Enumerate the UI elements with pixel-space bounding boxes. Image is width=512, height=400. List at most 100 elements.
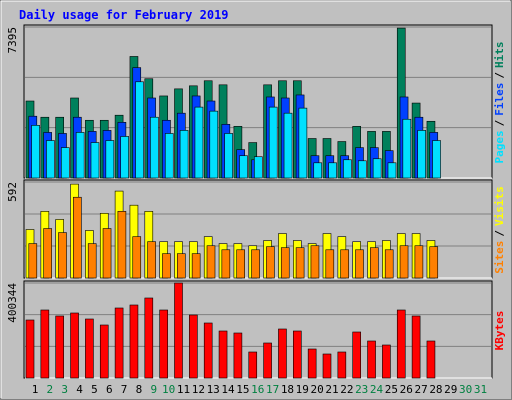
- x-tick-label: 27: [414, 383, 427, 396]
- bar: [102, 228, 112, 279]
- x-tick-label: 20: [311, 383, 324, 396]
- bar: [132, 236, 142, 279]
- legend: Pages / Files / Hits: [493, 42, 506, 164]
- legend-separator: /: [493, 230, 506, 237]
- bar: [55, 315, 65, 379]
- bar: [164, 133, 174, 179]
- legend-entry: Files: [493, 83, 506, 116]
- legend-entry: KBytes: [493, 311, 506, 351]
- bar: [384, 249, 394, 279]
- y-tick-label: 7395: [6, 27, 19, 54]
- bar: [340, 249, 349, 279]
- x-tick-label: 6: [106, 383, 113, 396]
- bar: [239, 155, 248, 179]
- bar: [221, 249, 231, 279]
- bar: [194, 106, 204, 179]
- bar: [31, 125, 40, 179]
- bar: [25, 319, 35, 379]
- bar: [189, 314, 198, 379]
- bar: [43, 228, 52, 279]
- bar: [177, 253, 186, 279]
- bar: [248, 351, 258, 379]
- legend-entry: Visits: [493, 186, 506, 226]
- bar: [87, 243, 97, 279]
- bar: [46, 140, 55, 179]
- x-tick-label: 18: [281, 383, 294, 396]
- bar: [266, 246, 275, 279]
- x-tick-label: 8: [136, 383, 143, 396]
- bar: [432, 140, 441, 179]
- bar: [411, 315, 421, 379]
- bar: [90, 142, 100, 179]
- bar: [372, 158, 382, 179]
- x-tick-label: 19: [296, 383, 309, 396]
- bar: [313, 162, 323, 179]
- bar: [328, 162, 337, 179]
- bar: [352, 331, 362, 379]
- legend: Sites / Visits: [493, 186, 506, 274]
- bar: [337, 351, 347, 379]
- legend-separator: /: [493, 119, 506, 126]
- bar: [387, 162, 397, 179]
- bar: [254, 156, 263, 179]
- bar: [144, 297, 154, 379]
- bar: [233, 332, 243, 379]
- bar: [117, 211, 127, 279]
- x-tick-label: 9: [150, 383, 157, 396]
- x-tick-label: 13: [207, 383, 220, 396]
- bar: [322, 353, 332, 379]
- bar: [206, 245, 216, 279]
- bar: [218, 330, 228, 379]
- bar: [263, 342, 272, 379]
- bar: [174, 282, 183, 379]
- bar: [105, 140, 115, 179]
- x-tick-label: 4: [76, 383, 83, 396]
- x-tick-label: 16: [251, 383, 264, 396]
- bar: [399, 245, 409, 279]
- bar: [191, 253, 201, 279]
- x-tick-label: 26: [400, 383, 413, 396]
- x-tick-label: 14: [221, 383, 235, 396]
- legend-entry: Hits: [493, 42, 506, 69]
- x-tick-label: 3: [61, 383, 68, 396]
- bar: [114, 307, 124, 379]
- bar: [85, 318, 94, 379]
- bar: [429, 246, 439, 279]
- legend-entry: Sites: [493, 241, 506, 274]
- x-tick-label: 2: [47, 383, 54, 396]
- bar: [278, 328, 287, 379]
- x-tick-label: 24: [370, 383, 384, 396]
- bar: [355, 249, 364, 279]
- bar: [382, 344, 391, 379]
- x-tick-label: 31: [474, 383, 487, 396]
- bar: [135, 81, 144, 179]
- bar: [159, 309, 168, 379]
- x-tick-label: 7: [121, 383, 128, 396]
- bar: [236, 249, 245, 279]
- x-tick-label: 28: [429, 383, 442, 396]
- x-tick-label: 10: [162, 383, 175, 396]
- y-tick-label: 400344: [6, 283, 19, 323]
- legend: KBytes: [493, 311, 506, 351]
- plot-frame: [23, 280, 493, 379]
- bar: [129, 304, 139, 379]
- bar: [224, 133, 233, 179]
- bar: [58, 232, 67, 279]
- bar: [28, 243, 38, 279]
- bar: [70, 312, 79, 379]
- legend-entry: Pages: [493, 130, 506, 163]
- bar: [396, 309, 406, 379]
- bar: [325, 249, 335, 279]
- bar: [370, 247, 379, 279]
- bar: [179, 130, 189, 179]
- bar: [40, 309, 50, 379]
- bar: [120, 136, 129, 179]
- bar: [298, 107, 308, 179]
- bar: [162, 253, 171, 279]
- x-tick-label: 1: [32, 383, 39, 396]
- x-tick-label: 15: [236, 383, 249, 396]
- bar: [402, 118, 412, 179]
- bar: [367, 340, 376, 379]
